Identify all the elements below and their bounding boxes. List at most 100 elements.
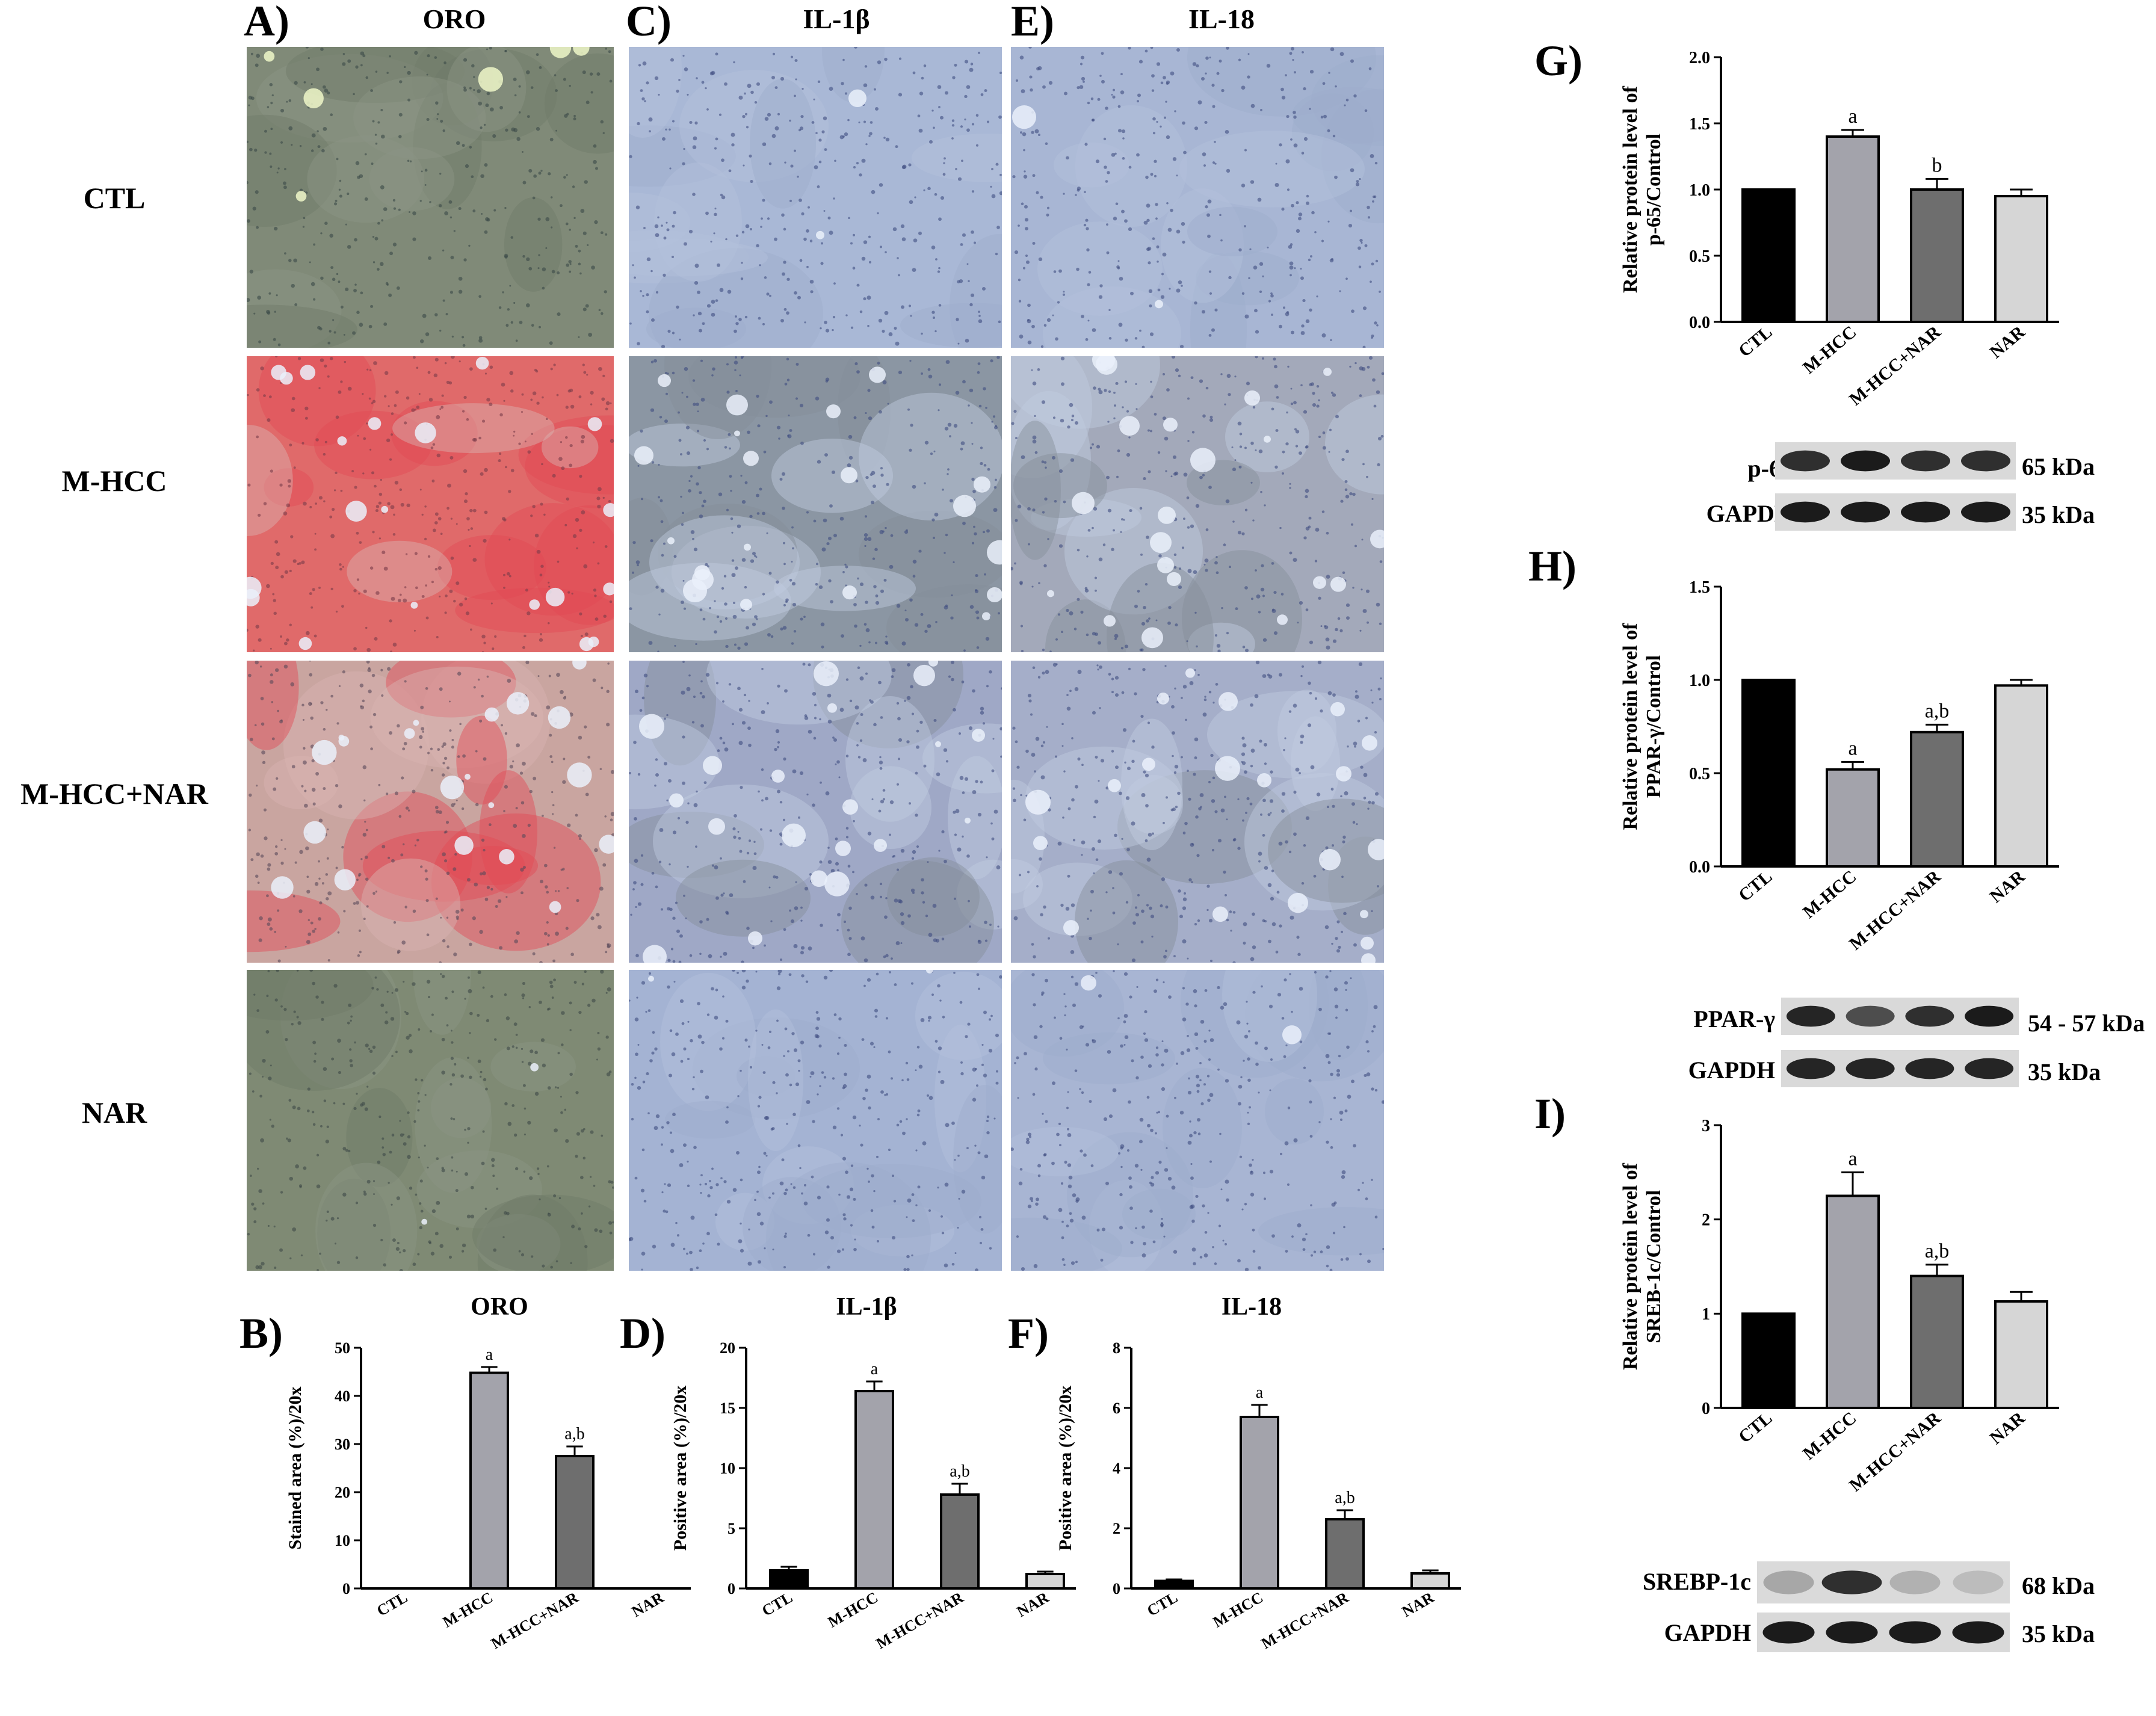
y-tick-label: 10: [720, 1460, 735, 1477]
bar-ctl: [769, 1569, 809, 1590]
blot-bands: [1762, 1621, 2004, 1644]
chart-title-oro: ORO: [471, 1293, 528, 1321]
blot-band: [1905, 1058, 1954, 1079]
micrograph-il1-mhcc: [629, 356, 1002, 652]
bar-mhccnar: [940, 1493, 980, 1590]
y-tick-label: 0.0: [1689, 858, 1710, 877]
category-label: M-HCC: [1799, 866, 1861, 922]
stain-header-il18: IL-18: [1188, 4, 1255, 34]
y-tick-label: 0.5: [1689, 247, 1710, 266]
blot-band: [1961, 450, 2010, 472]
blot-bands: [1781, 501, 2010, 523]
bar-mhccnar: [555, 1455, 595, 1590]
significance-label: a: [1256, 1383, 1264, 1402]
blot-band: [1889, 1621, 1941, 1644]
y-axis-label: Relative protein level of: [1619, 623, 1642, 830]
blot-bands: [1786, 1058, 2014, 1079]
blot-band: [1821, 1570, 1882, 1594]
blot-strip-pparg: [1781, 998, 2019, 1035]
y-tick-label: 0: [1702, 1400, 1710, 1418]
significance-label: a,b: [1925, 700, 1950, 722]
y-axis-label: Stained area (%)/20x: [285, 1386, 305, 1549]
y-tick-label: 5: [727, 1520, 735, 1537]
blot-band: [1826, 1621, 1878, 1644]
micrograph-oro-ctl: [247, 47, 614, 348]
category-label: CTL: [759, 1588, 795, 1620]
bar-mhcc: [1826, 135, 1880, 323]
stain-header-il1b: IL-1β: [803, 4, 870, 34]
kda-label: 68 kDa: [2022, 1572, 2095, 1599]
blot-band: [1762, 1621, 1815, 1644]
y-tick-label: 30: [335, 1436, 350, 1453]
micrograph-oro-mhcc: [247, 356, 614, 652]
chart-title-il1b: IL-1β: [836, 1293, 897, 1321]
y-tick-label: 3: [1702, 1117, 1710, 1135]
y-axis-label: Positive area (%)/20x: [670, 1386, 690, 1551]
blot-band: [1781, 450, 1830, 472]
blot-band: [1953, 1570, 2004, 1594]
bar-chart-il18: 0 2 4 6 8 CTL a M-HCC a,b M-HCC+NAR NAR Positive ar…: [1055, 1339, 1461, 1652]
y-tick-label: 4: [1113, 1460, 1120, 1477]
panel-label-d: D): [620, 1309, 666, 1357]
kda-label: 35 kDa: [2022, 1620, 2095, 1647]
category-label: M-HCC+NAR: [1846, 322, 1945, 410]
significance-label: b: [1932, 154, 1942, 176]
stain-header-oro: ORO: [422, 4, 486, 34]
category-label: M-HCC: [825, 1588, 881, 1631]
y-tick-label: 20: [720, 1339, 735, 1357]
band-label: GAPDH: [1664, 1619, 1751, 1646]
y-tick-label: 10: [335, 1532, 350, 1549]
micrograph-il18-nar: [1011, 970, 1384, 1271]
micrograph-il18-ctl: [1011, 47, 1384, 348]
y-tick-label: 0: [1113, 1580, 1120, 1597]
blot-strip-gapdh: [1775, 493, 2016, 531]
bar-nar: [1994, 1300, 2048, 1410]
band-label: PPAR-γ: [1693, 1005, 1775, 1032]
y-axis-label: Relative protein level of: [1619, 1162, 1642, 1370]
significance-label: a: [871, 1360, 879, 1378]
panel-label-e: E): [1011, 0, 1054, 45]
y-tick-label: 20: [335, 1484, 350, 1501]
blot-band: [1846, 1058, 1895, 1079]
bar-nar: [1994, 195, 2048, 323]
kda-label: 54 - 57 kDa: [2028, 1010, 2145, 1037]
y-axis-label: PPAR-γ/Control: [1643, 655, 1665, 798]
category-label: M-HCC: [1210, 1588, 1266, 1631]
blot-band: [1961, 501, 2010, 523]
y-axis-label: Relative protein level of: [1619, 85, 1642, 293]
bar-mhccnar: [1910, 188, 1964, 323]
blot-bands: [1763, 1570, 2004, 1594]
panel-label-b: B): [239, 1309, 283, 1357]
bar-ctl: [1154, 1579, 1194, 1590]
significance-label: a,b: [1925, 1240, 1950, 1262]
row-label-nar: NAR: [81, 1096, 147, 1129]
micrograph-il1-ctl: [629, 47, 1002, 348]
micrograph-il1-nar: [629, 970, 1002, 1271]
blot-band: [1965, 1058, 2014, 1079]
blot-bands: [1781, 450, 2010, 472]
bar-nar: [1410, 1572, 1450, 1590]
blot-band: [1841, 450, 1890, 472]
y-axis-label: p-65/Control: [1643, 134, 1665, 245]
row-label-mhcc: M-HCC: [61, 464, 167, 498]
category-label: CTL: [1144, 1588, 1181, 1620]
category-label: M-HCC: [440, 1588, 496, 1631]
category-label: M-HCC+NAR: [1258, 1588, 1351, 1652]
blot-band: [1889, 1570, 1941, 1594]
panel-label-f: F): [1008, 1309, 1049, 1357]
blot-band: [1781, 501, 1830, 523]
panel-label-h: H): [1528, 542, 1577, 590]
significance-label: a,b: [1335, 1489, 1354, 1507]
panel-label-g: G): [1534, 37, 1583, 85]
y-tick-label: 1.5: [1689, 115, 1710, 134]
y-tick-label: 50: [335, 1339, 350, 1357]
y-axis-label: Positive area (%)/20x: [1055, 1386, 1075, 1551]
kda-label: 35 kDa: [2028, 1058, 2101, 1085]
blot-band: [1905, 1005, 1954, 1027]
category-label: CTL: [1735, 322, 1776, 361]
y-tick-label: 0: [727, 1580, 735, 1597]
row-label-ctl: CTL: [83, 181, 146, 215]
blot-strip-srebp1c: [1757, 1561, 2010, 1603]
micrograph-oro-nar: [247, 970, 614, 1271]
